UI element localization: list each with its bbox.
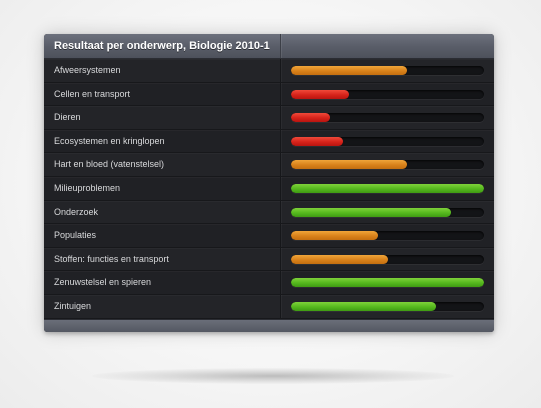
- row-column-divider: [280, 271, 281, 294]
- topic-row: Zintuigen: [44, 294, 494, 319]
- results-panel: Resultaat per onderwerp, Biologie 2010-1…: [44, 34, 494, 332]
- topic-label: Zintuigen: [54, 300, 92, 311]
- topic-row: Cellen en transport: [44, 82, 494, 107]
- panel-header: Resultaat per onderwerp, Biologie 2010-1: [44, 34, 494, 59]
- row-column-divider: [280, 294, 281, 318]
- score-bar-track: [291, 207, 484, 217]
- topic-row: Populaties: [44, 224, 494, 248]
- topic-row: Zenuwstelsel en spieren: [44, 271, 494, 295]
- score-bar-track: [291, 136, 484, 146]
- row-column-divider: [280, 176, 281, 200]
- score-bar-fill: [291, 183, 484, 193]
- score-bar-track: [291, 231, 484, 241]
- score-bar-track: [291, 160, 484, 170]
- score-bar-fill: [291, 207, 451, 217]
- row-column-divider: [280, 224, 281, 247]
- topic-row: Milieuproblemen: [44, 176, 494, 201]
- score-bar-track: [291, 66, 484, 75]
- topic-label: Cellen en transport: [54, 88, 131, 99]
- topic-label: Afweersystemen: [54, 65, 121, 75]
- row-column-divider: [280, 200, 281, 224]
- row-column-divider: [280, 153, 281, 176]
- score-bar-fill: [291, 254, 388, 264]
- score-bar-fill: [291, 89, 349, 99]
- score-bar-fill: [291, 301, 436, 311]
- topic-label: Ecosystemen en kringlopen: [54, 135, 165, 146]
- score-bar-track: [291, 301, 484, 311]
- score-bar-fill: [291, 231, 378, 241]
- row-column-divider: [280, 106, 281, 129]
- row-column-divider: [280, 247, 281, 271]
- score-bar-fill: [291, 278, 484, 288]
- row-column-divider: [280, 129, 281, 153]
- topic-list: Afweersystemen Cellen en transport Diere…: [44, 59, 494, 319]
- topic-label: Dieren: [54, 112, 81, 123]
- score-bar-track: [291, 113, 484, 123]
- topic-label: Hart en bloed (vatenstelsel): [54, 159, 165, 170]
- topic-label: Zenuwstelsel en spieren: [54, 277, 152, 288]
- score-bar-track: [291, 183, 484, 193]
- score-bar-fill: [291, 66, 407, 75]
- topic-label: Milieuproblemen: [54, 182, 121, 193]
- score-bar-fill: [291, 136, 343, 146]
- topic-row: Hart en bloed (vatenstelsel): [44, 153, 494, 177]
- topic-label: Stoffen: functies en transport: [54, 253, 169, 264]
- score-bar-fill: [291, 113, 330, 123]
- score-bar-fill: [291, 160, 407, 170]
- panel-title: Resultaat per onderwerp, Biologie 2010-1: [54, 40, 270, 52]
- topic-label: Onderzoek: [54, 206, 99, 217]
- topic-label: Populaties: [54, 230, 97, 241]
- panel-footer: [44, 319, 494, 332]
- header-column-divider: [280, 34, 281, 58]
- topic-row: Ecosystemen en kringlopen: [44, 129, 494, 154]
- topic-row: Stoffen: functies en transport: [44, 247, 494, 272]
- topic-row: Dieren: [44, 106, 494, 130]
- row-column-divider: [280, 59, 281, 82]
- topic-row: Onderzoek: [44, 200, 494, 225]
- score-bar-track: [291, 89, 484, 99]
- panel-floor-shadow: [92, 368, 454, 384]
- score-bar-track: [291, 254, 484, 264]
- score-bar-track: [291, 278, 484, 288]
- topic-row: Afweersystemen: [44, 59, 494, 83]
- row-column-divider: [280, 82, 281, 106]
